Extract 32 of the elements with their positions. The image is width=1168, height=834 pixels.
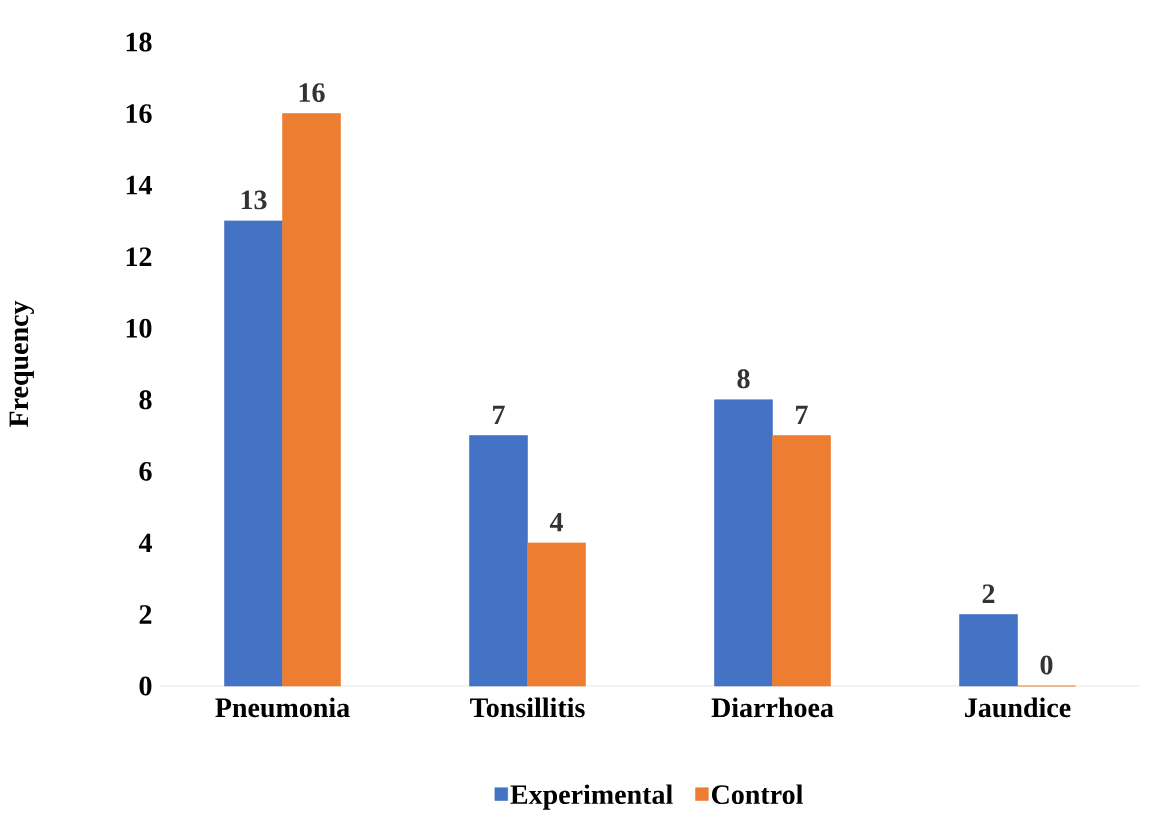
data-label: 0 [1040,655,1053,675]
y-axis-title: Frequency [9,300,34,428]
data-label: 16 [299,83,325,103]
data-label: 13 [241,190,267,210]
data-label: 8 [737,369,750,389]
bar [959,614,1018,687]
y-tick-label: 16 [126,104,152,123]
y-tick-label: 10 [126,318,152,338]
y-tick-label: 4 [138,533,152,553]
bar [772,435,831,687]
legend-label: Experimental [510,784,673,810]
y-tick-label: 8 [139,390,152,410]
y-tick-label: 12 [126,247,152,266]
bar [527,542,586,687]
data-label: 7 [796,405,808,425]
bar [282,113,341,687]
data-label: 7 [493,405,505,425]
x-tick-label: Pneumonia [215,697,350,718]
y-tick-label: 14 [126,175,152,195]
y-tick-label: 2 [139,605,152,624]
y-tick-label: 0 [139,676,152,696]
y-tick-label: 18 [126,32,152,52]
y-tick-label: 6 [139,461,152,481]
bar [224,220,283,687]
data-label: 4 [549,512,563,532]
bar [714,399,773,687]
data-label: 2 [982,584,995,603]
bar [469,435,528,687]
x-tick-label: Diarrhoea [711,697,834,718]
legend-label: Control [711,784,803,805]
x-tick-label: Tonsillitis [470,697,585,718]
x-tick-label: Jaundice [965,697,1071,718]
